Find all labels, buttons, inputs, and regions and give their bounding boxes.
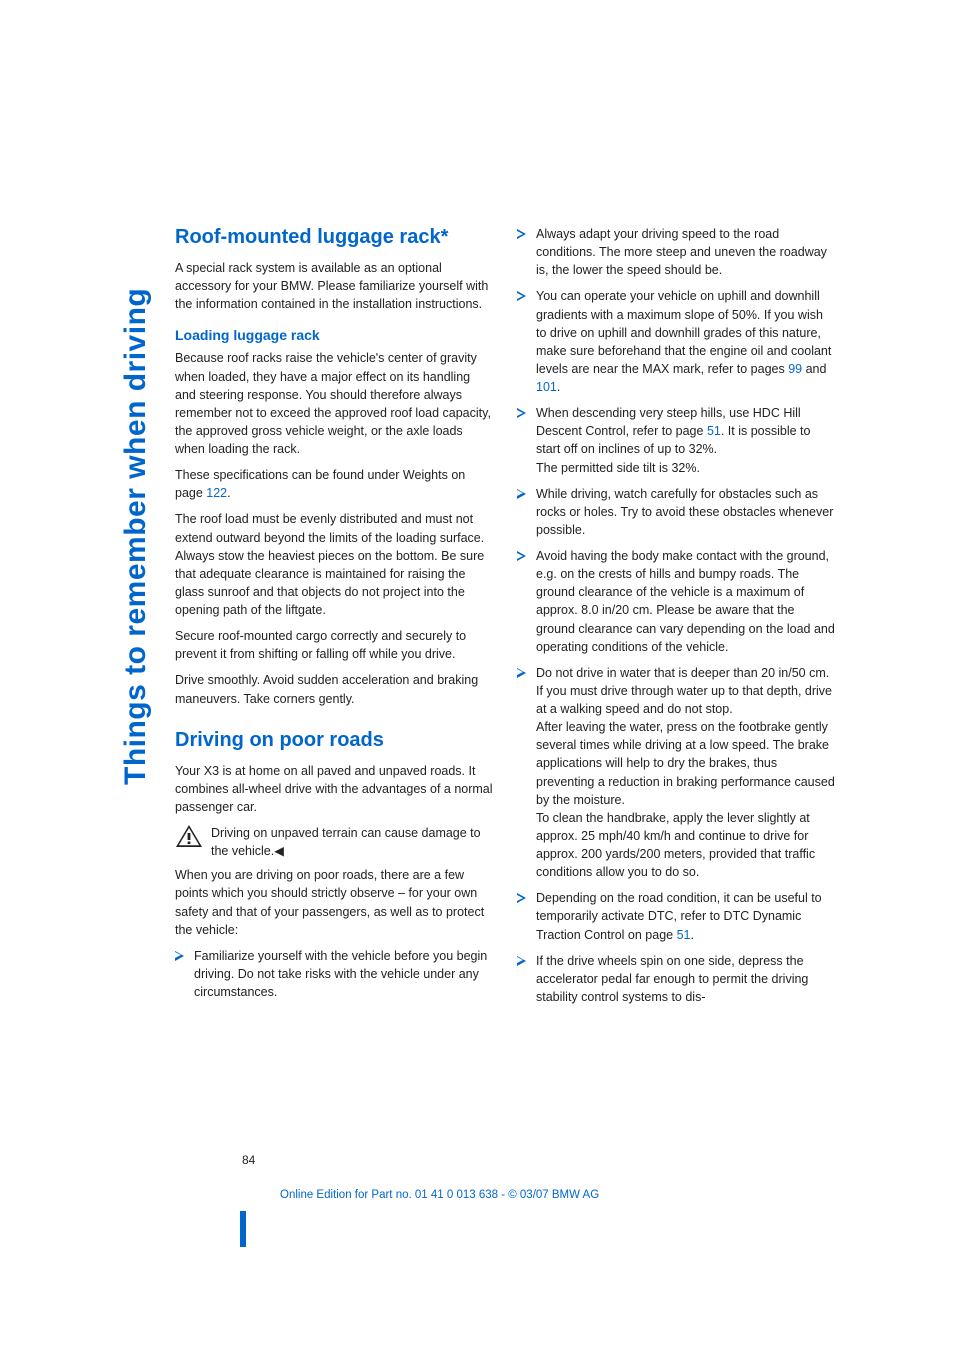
bullet-text: Always adapt your driving speed to the r… xyxy=(536,225,835,279)
right-column: Always adapt your driving speed to the r… xyxy=(517,225,835,1014)
content-area: Roof-mounted luggage rack* A special rac… xyxy=(175,225,835,1014)
page-number: 84 xyxy=(242,1153,840,1167)
text: . xyxy=(557,380,560,394)
bullet-icon xyxy=(517,893,526,903)
list-item: Familiarize yourself with the vehicle be… xyxy=(175,947,493,1001)
bullet-text: Depending on the road condition, it can … xyxy=(536,889,835,943)
bullet-text: When descending very steep hills, use HD… xyxy=(536,404,835,477)
list-item: Avoid having the body make contact with … xyxy=(517,547,835,656)
warning-block: Driving on unpaved terrain can cause dam… xyxy=(175,824,493,860)
bullet-icon xyxy=(517,551,526,561)
paragraph: Secure roof-mounted cargo correctly and … xyxy=(175,627,493,663)
text: The permitted side tilt is 32%. xyxy=(536,461,700,475)
bullet-icon xyxy=(517,408,526,418)
page: Things to remember when driving Roof-mou… xyxy=(0,0,954,1351)
bullet-text: While driving, watch carefully for obsta… xyxy=(536,485,835,539)
heading-roof-rack: Roof-mounted luggage rack* xyxy=(175,225,493,249)
bullet-icon xyxy=(517,956,526,966)
paragraph: Because roof racks raise the vehicle's c… xyxy=(175,349,493,458)
bullet-text: You can operate your vehicle on uphill a… xyxy=(536,287,835,396)
text: Driving on unpaved terrain can cause dam… xyxy=(211,826,481,858)
left-column: Roof-mounted luggage rack* A special rac… xyxy=(175,225,493,1014)
page-link-51[interactable]: 51 xyxy=(707,424,721,438)
text: Do not drive in water that is deeper tha… xyxy=(536,666,832,716)
end-mark-icon: ◀ xyxy=(274,844,284,858)
bullet-icon xyxy=(517,291,526,301)
bullet-text: Do not drive in water that is deeper tha… xyxy=(536,664,835,882)
page-link-51b[interactable]: 51 xyxy=(677,928,691,942)
text: and xyxy=(802,362,826,376)
page-link-99[interactable]: 99 xyxy=(788,362,802,376)
bullet-icon xyxy=(517,489,526,499)
footer-line: Online Edition for Part no. 01 41 0 013 … xyxy=(280,1189,840,1201)
page-link-122[interactable]: 122 xyxy=(206,486,227,500)
paragraph: The roof load must be evenly distributed… xyxy=(175,510,493,619)
list-item: While driving, watch carefully for obsta… xyxy=(517,485,835,539)
warning-text: Driving on unpaved terrain can cause dam… xyxy=(211,824,493,860)
list-item: Always adapt your driving speed to the r… xyxy=(517,225,835,279)
text: . xyxy=(227,486,230,500)
list-item: If the drive wheels spin on one side, de… xyxy=(517,952,835,1006)
list-item: Depending on the road condition, it can … xyxy=(517,889,835,943)
paragraph: Your X3 is at home on all paved and unpa… xyxy=(175,762,493,816)
warning-icon xyxy=(175,824,203,848)
text: After leaving the water, press on the fo… xyxy=(536,720,835,807)
list-item: When descending very steep hills, use HD… xyxy=(517,404,835,477)
paragraph: When you are driving on poor roads, ther… xyxy=(175,866,493,939)
page-link-101[interactable]: 101 xyxy=(536,380,557,394)
bullet-text: If the drive wheels spin on one side, de… xyxy=(536,952,835,1006)
text: To clean the handbrake, apply the lever … xyxy=(536,811,815,879)
heading-poor-roads: Driving on poor roads xyxy=(175,728,493,752)
bullet-text: Familiarize yourself with the vehicle be… xyxy=(194,947,493,1001)
list-item: You can operate your vehicle on uphill a… xyxy=(517,287,835,396)
paragraph: Drive smoothly. Avoid sudden acceleratio… xyxy=(175,671,493,707)
paragraph: These specifications can be found under … xyxy=(175,466,493,502)
section-tab: Things to remember when driving xyxy=(112,225,160,785)
bullet-icon xyxy=(517,229,526,239)
footer: 84 Online Edition for Part no. 01 41 0 0… xyxy=(240,1153,840,1201)
list-item: Do not drive in water that is deeper tha… xyxy=(517,664,835,882)
bullet-icon xyxy=(517,668,526,678)
paragraph: A special rack system is available as an… xyxy=(175,259,493,313)
bullet-icon xyxy=(175,951,184,961)
text: . xyxy=(691,928,694,942)
bullet-text: Avoid having the body make contact with … xyxy=(536,547,835,656)
footer-accent-bar xyxy=(240,1211,246,1247)
heading-loading-rack: Loading luggage rack xyxy=(175,327,493,343)
